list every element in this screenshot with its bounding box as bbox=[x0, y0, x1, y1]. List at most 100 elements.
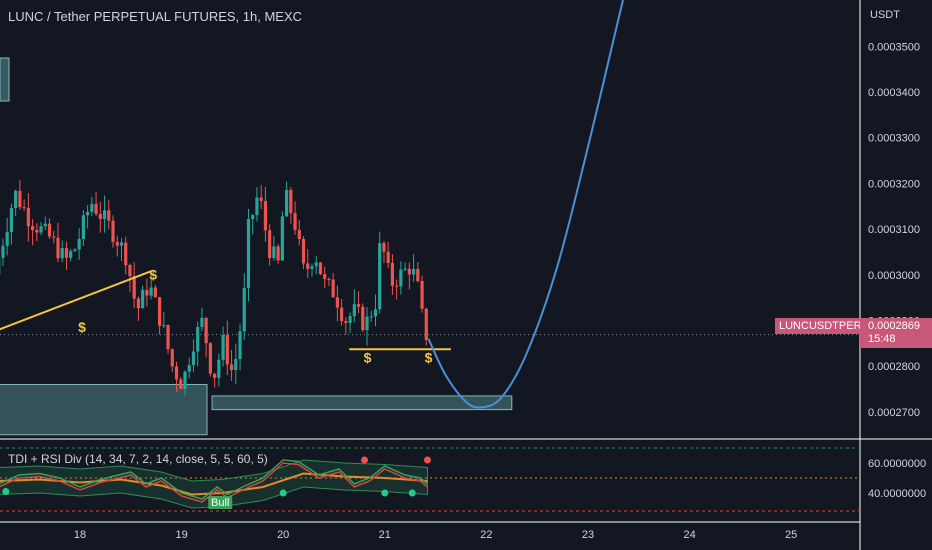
candle-body bbox=[14, 190, 18, 209]
candle-body bbox=[378, 242, 382, 310]
candle-body bbox=[94, 203, 98, 214]
candle-body bbox=[22, 207, 26, 209]
candle-body bbox=[47, 223, 52, 237]
candle-body bbox=[280, 216, 284, 261]
indicator-level-label: 40.0000000 bbox=[868, 488, 926, 500]
candle-body bbox=[272, 246, 276, 259]
candle-body bbox=[115, 241, 119, 246]
time-tick-label: 25 bbox=[785, 529, 797, 541]
candle-body bbox=[310, 266, 314, 269]
candle-body bbox=[30, 226, 35, 231]
bullish-divergence-dot bbox=[408, 489, 416, 497]
candle-body bbox=[361, 306, 365, 331]
support-zone bbox=[211, 395, 513, 411]
candle-body bbox=[18, 190, 22, 208]
candle-body bbox=[268, 230, 272, 259]
candle-body bbox=[179, 379, 183, 389]
time-tick-label: 23 bbox=[582, 529, 594, 541]
candle-body bbox=[187, 365, 191, 372]
dollar-marker: $ bbox=[149, 266, 157, 282]
trendline bbox=[0, 270, 152, 331]
bullish-divergence-dot bbox=[2, 488, 10, 495]
candle-body bbox=[251, 215, 255, 220]
candle-body bbox=[60, 248, 64, 259]
candle-body bbox=[196, 327, 200, 352]
candle-body bbox=[314, 262, 318, 267]
candle-body bbox=[73, 249, 77, 252]
candle-body bbox=[204, 317, 208, 344]
candle-body bbox=[297, 230, 301, 239]
candle-body bbox=[289, 189, 293, 214]
support-zone bbox=[0, 383, 208, 436]
bull-label-box bbox=[208, 496, 233, 509]
indicator-level-label: 60.0000000 bbox=[868, 458, 926, 470]
dollar-marker: $ bbox=[78, 319, 86, 335]
candle-body bbox=[335, 297, 339, 308]
candle-body bbox=[340, 307, 344, 322]
candle-body bbox=[395, 285, 399, 287]
time-tick-label: 22 bbox=[480, 529, 492, 541]
candle-body bbox=[263, 201, 268, 231]
candle-body bbox=[69, 251, 73, 258]
currency-label[interactable]: USDT bbox=[870, 9, 900, 21]
candle-body bbox=[234, 359, 238, 371]
candle-body bbox=[162, 325, 166, 327]
rsi-smooth-line bbox=[0, 459, 428, 500]
candle-body bbox=[81, 215, 85, 240]
candle-body bbox=[153, 287, 157, 298]
candle-body bbox=[174, 366, 179, 380]
candle-body bbox=[373, 309, 378, 317]
signal-line bbox=[0, 472, 428, 496]
candle-body bbox=[369, 316, 373, 318]
candle-body bbox=[356, 304, 361, 307]
candle-body bbox=[348, 316, 352, 323]
bullish-divergence-dot bbox=[279, 489, 287, 497]
candle-body bbox=[132, 276, 136, 299]
candle-body bbox=[26, 208, 30, 227]
symbol-tag: LUNCUSDTPERP bbox=[775, 318, 873, 334]
candle-body bbox=[208, 343, 212, 374]
candle-body bbox=[149, 287, 153, 296]
candle-body bbox=[323, 274, 327, 279]
price-tick-label: 0.0003000 bbox=[868, 270, 920, 282]
candle-body bbox=[77, 239, 81, 250]
time-tick-label: 24 bbox=[683, 529, 695, 541]
price-tick-label: 0.0003300 bbox=[868, 133, 920, 145]
price-tick-label: 0.0002800 bbox=[868, 361, 920, 373]
candle-body bbox=[229, 364, 234, 371]
candle-body bbox=[124, 242, 128, 266]
dollar-marker: $ bbox=[425, 350, 433, 366]
chart-title: LUNC / Tether PERPETUAL FUTURES, 1h, MEX… bbox=[8, 9, 303, 24]
last-price-tag: 0.0002869 15:48 bbox=[860, 318, 932, 348]
candle-body bbox=[242, 287, 246, 332]
price-tick-label: 0.0003400 bbox=[868, 87, 920, 99]
countdown-value: 15:48 bbox=[868, 333, 896, 345]
candle-body bbox=[390, 263, 395, 286]
candle-body bbox=[301, 238, 306, 264]
candle-body bbox=[420, 281, 424, 309]
candle-body bbox=[170, 349, 174, 367]
candle-body bbox=[213, 373, 217, 378]
last-price-value: 0.0002869 bbox=[868, 320, 920, 332]
projection-curve bbox=[427, 0, 625, 409]
time-tick-label: 19 bbox=[175, 529, 187, 541]
indicator-title[interactable]: TDI + RSI Div (14, 34, 7, 2, 14, close, … bbox=[8, 452, 268, 466]
time-tick-label: 20 bbox=[277, 529, 289, 541]
candle-body bbox=[318, 262, 323, 275]
candle-body bbox=[221, 334, 225, 360]
candle-body bbox=[141, 289, 145, 309]
price-tick-label: 0.0003100 bbox=[868, 224, 920, 236]
candle-body bbox=[136, 298, 141, 309]
candle-body bbox=[5, 232, 9, 246]
candle-body bbox=[35, 230, 39, 233]
price-tick-label: 0.0003200 bbox=[868, 178, 920, 190]
time-tick-label: 21 bbox=[379, 529, 391, 541]
bearish-divergence-dot bbox=[360, 456, 368, 464]
candle-body bbox=[102, 210, 107, 219]
candle-body bbox=[39, 226, 43, 233]
candle-body bbox=[90, 203, 94, 212]
candle-body bbox=[259, 197, 263, 202]
